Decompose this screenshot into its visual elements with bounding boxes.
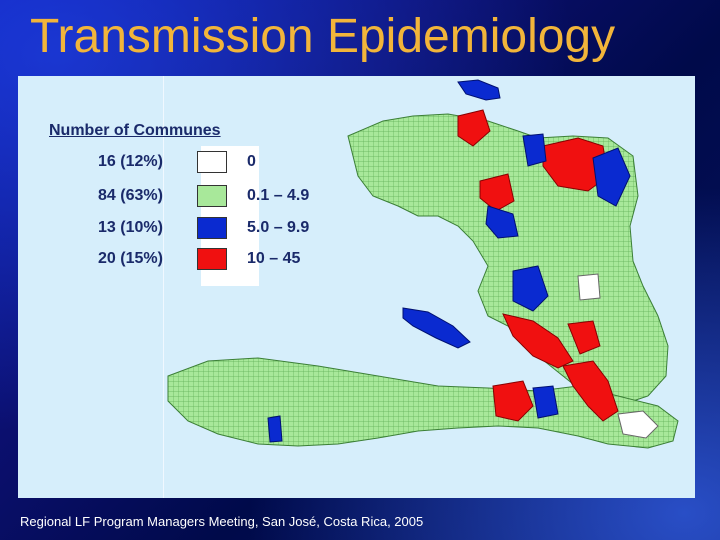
legend-count: 20 (15%): [98, 250, 163, 267]
gonave-island: [402, 307, 471, 349]
panel-divider: [18, 76, 164, 498]
red-commune-northwest: [457, 109, 491, 147]
legend-range: 10 – 45: [247, 250, 301, 267]
legend-count: 84 (63%): [98, 187, 163, 204]
slide-footer: Regional LF Program Managers Meeting, Sa…: [20, 514, 424, 529]
red-commune-arcadins: [502, 313, 574, 369]
red-commune-west: [479, 173, 515, 212]
tortuga-island: [457, 79, 501, 101]
white-commune-southeast: [617, 410, 659, 439]
legend-swatch-green: [197, 185, 227, 207]
slide-title: Transmission Epidemiology: [30, 10, 616, 63]
legend-swatch-white: [197, 151, 227, 173]
legend-range: 0: [247, 153, 256, 170]
white-commune-east: [577, 273, 601, 301]
haiti-commune-map: [167, 79, 679, 449]
red-commune-central-east: [567, 320, 601, 355]
legend-swatch-red: [197, 248, 227, 270]
legend-count: 16 (12%): [98, 153, 163, 170]
red-commune-port-au-prince: [562, 360, 619, 422]
blue-commune-north-center: [522, 133, 547, 167]
legend-range: 0.1 – 4.9: [247, 187, 310, 204]
blue-commune-west: [485, 205, 519, 239]
blue-commune-northeast: [592, 147, 631, 207]
legend-count: 13 (10%): [98, 219, 163, 236]
blue-commune-central: [512, 265, 549, 312]
legend-title: Number of Communes: [49, 122, 221, 139]
land-south: [167, 357, 679, 449]
blue-commune-southwest: [267, 415, 283, 443]
legend-range: 5.0 – 9.9: [247, 219, 310, 236]
blue-commune-south-central: [532, 385, 559, 419]
legend-swatch-blue: [197, 217, 227, 239]
red-commune-leogane: [492, 380, 534, 422]
